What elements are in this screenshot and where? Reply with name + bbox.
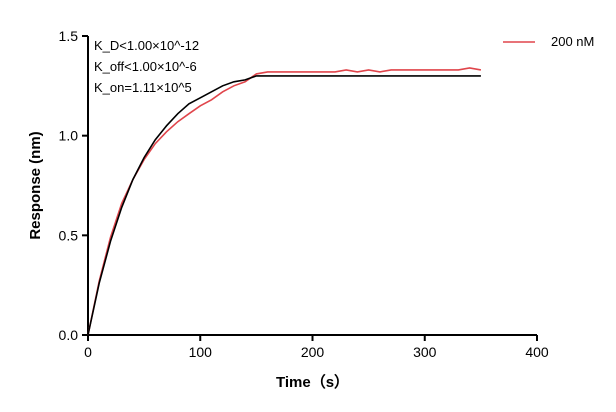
annotation-kon: K_on=1.11×10^5: [94, 80, 192, 95]
x-tick-label: 100: [189, 344, 213, 360]
y-tick-label: 1.5: [59, 28, 79, 44]
fit-curve: [87, 75, 481, 336]
x-axis-label: Time（s）: [276, 373, 349, 391]
x-tick-label: 300: [413, 344, 437, 360]
x-tick-label: 400: [525, 344, 549, 360]
y-tick-label: 0.5: [59, 227, 79, 243]
y-axis-label: Response (nm): [27, 131, 44, 239]
x-tick-label: 0: [84, 344, 92, 360]
series-line-200nm: [87, 67, 482, 336]
x-tick-label: 200: [301, 344, 325, 360]
y-tick-label: 0.0: [59, 327, 79, 343]
annotation-kd: K_D<1.00×10^-12: [94, 38, 199, 53]
y-tick-label: 1.0: [59, 128, 79, 144]
annotation-koff: K_off<1.00×10^-6: [94, 59, 197, 74]
legend-label: 200 nM: [551, 34, 594, 49]
